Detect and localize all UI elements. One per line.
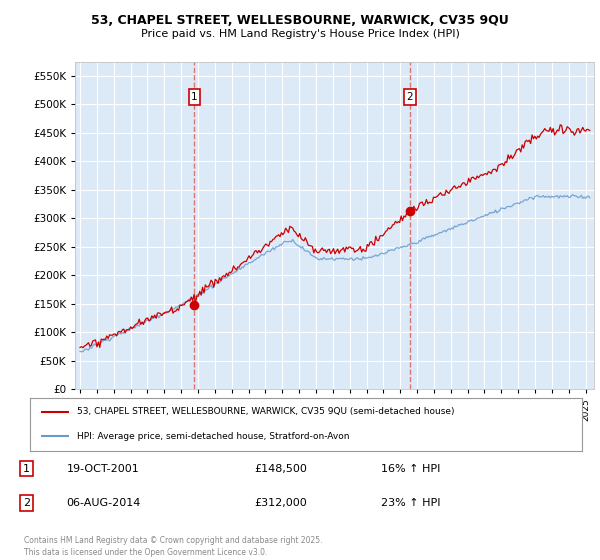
Text: 53, CHAPEL STREET, WELLESBOURNE, WARWICK, CV35 9QU: 53, CHAPEL STREET, WELLESBOURNE, WARWICK… — [91, 14, 509, 27]
Text: 19-OCT-2001: 19-OCT-2001 — [67, 464, 139, 474]
Text: Contains HM Land Registry data © Crown copyright and database right 2025.
This d: Contains HM Land Registry data © Crown c… — [24, 536, 323, 557]
Text: 2: 2 — [407, 92, 413, 102]
Text: 06-AUG-2014: 06-AUG-2014 — [67, 498, 141, 508]
Text: 1: 1 — [191, 92, 198, 102]
Text: 2: 2 — [23, 498, 30, 508]
Text: 23% ↑ HPI: 23% ↑ HPI — [380, 498, 440, 508]
Text: Price paid vs. HM Land Registry's House Price Index (HPI): Price paid vs. HM Land Registry's House … — [140, 29, 460, 39]
Text: 53, CHAPEL STREET, WELLESBOURNE, WARWICK, CV35 9QU (semi-detached house): 53, CHAPEL STREET, WELLESBOURNE, WARWICK… — [77, 408, 454, 417]
Text: HPI: Average price, semi-detached house, Stratford-on-Avon: HPI: Average price, semi-detached house,… — [77, 432, 349, 441]
Text: 16% ↑ HPI: 16% ↑ HPI — [380, 464, 440, 474]
Text: £148,500: £148,500 — [254, 464, 307, 474]
Text: 1: 1 — [23, 464, 30, 474]
Text: £312,000: £312,000 — [254, 498, 307, 508]
